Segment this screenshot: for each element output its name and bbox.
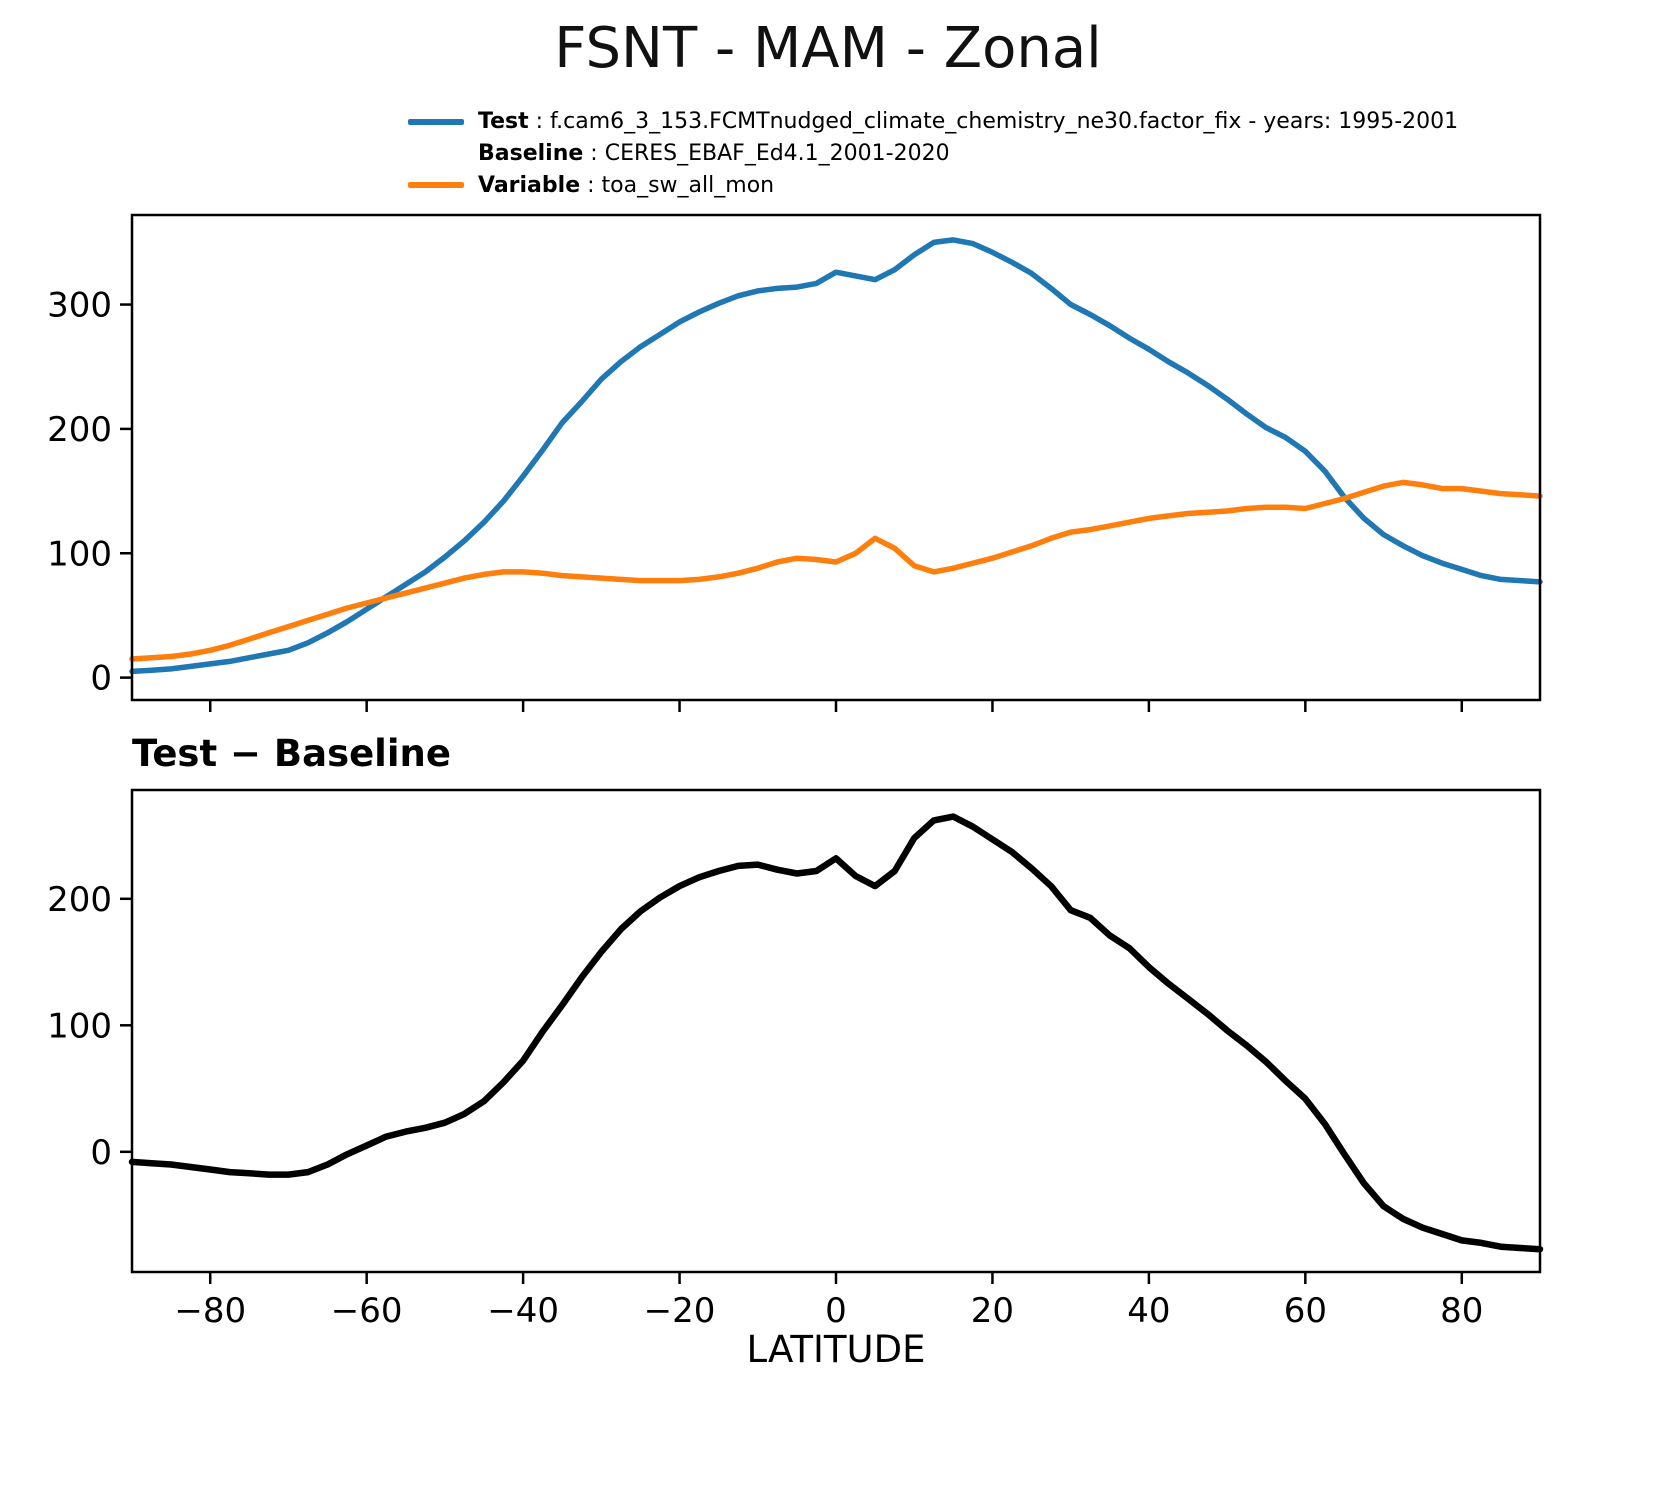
x-axis-label: LATITUDE	[746, 1328, 926, 1371]
legend-value-variable: toa_sw_all_mon	[601, 173, 775, 198]
svg-text:−40: −40	[487, 1291, 559, 1331]
legend-row-baseline: Baseline : CERES_EBAF_Ed4.1_2001-2020	[408, 138, 1588, 170]
svg-text:−20: −20	[644, 1291, 716, 1331]
svg-text:300: 300	[47, 286, 112, 326]
svg-text:−80: −80	[174, 1291, 246, 1331]
legend-label-variable: Variable	[478, 173, 581, 198]
difference-plot-title: Test − Baseline	[132, 732, 451, 775]
legend-row-test: Test : f.cam6_3_153.FCMTnudged_climate_c…	[408, 106, 1588, 138]
svg-text:80: 80	[1440, 1291, 1483, 1331]
svg-text:200: 200	[47, 880, 112, 920]
svg-text:0: 0	[825, 1291, 847, 1331]
legend-label-baseline: Baseline	[478, 141, 584, 166]
svg-text:0: 0	[90, 1133, 112, 1173]
svg-text:20: 20	[971, 1291, 1014, 1331]
legend-label-test: Test	[478, 109, 529, 134]
svg-text:60: 60	[1284, 1291, 1327, 1331]
svg-text:100: 100	[47, 534, 112, 574]
svg-text:100: 100	[47, 1006, 112, 1046]
legend-separator: :	[580, 173, 602, 198]
chart-title: FSNT - MAM - Zonal	[554, 16, 1102, 81]
test-line-swatch	[408, 119, 464, 125]
svg-text:0: 0	[90, 659, 112, 699]
legend-row-variable: Variable : toa_sw_all_mon	[408, 170, 1588, 202]
svg-text:−60: −60	[331, 1291, 403, 1331]
svg-text:200: 200	[47, 410, 112, 450]
legend-separator: :	[528, 109, 551, 134]
baseline-line-swatch	[408, 182, 464, 188]
svg-text:40: 40	[1127, 1291, 1170, 1331]
legend: Test : f.cam6_3_153.FCMTnudged_climate_c…	[408, 106, 1588, 202]
legend-value-test: f.cam6_3_153.FCMTnudged_climate_chemistr…	[550, 109, 1459, 134]
legend-separator: :	[583, 141, 605, 166]
legend-value-baseline: CERES_EBAF_Ed4.1_2001-2020	[604, 141, 950, 166]
